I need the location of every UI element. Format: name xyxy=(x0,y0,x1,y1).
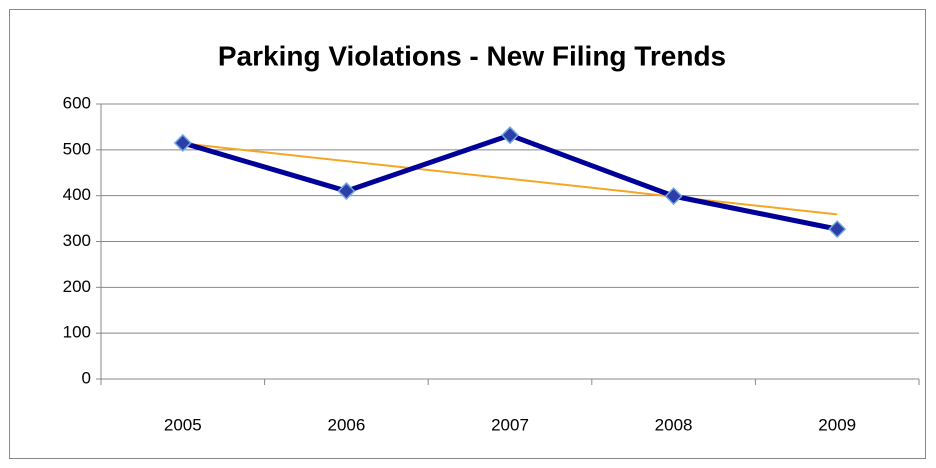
y-tick-label: 200 xyxy=(63,277,91,296)
trendline xyxy=(182,142,838,216)
marker xyxy=(337,182,356,201)
marker xyxy=(173,133,192,153)
y-tick-label: 100 xyxy=(63,323,91,342)
y-tick-label: 500 xyxy=(63,139,91,158)
marker xyxy=(500,126,520,145)
x-tick-label: 2009 xyxy=(818,415,856,434)
y-tick-label: 0 xyxy=(82,368,91,387)
y-tick-label: 300 xyxy=(63,231,91,250)
x-tick-label: 2005 xyxy=(164,415,202,434)
chart-border xyxy=(9,9,926,459)
y-tick-label: 600 xyxy=(63,93,91,112)
x-tick-label: 2008 xyxy=(655,415,693,434)
x-tick-label: 2006 xyxy=(327,415,365,434)
marker xyxy=(828,220,847,239)
y-tick-label: 400 xyxy=(63,185,91,204)
marker xyxy=(664,187,683,206)
x-tick-label: 2007 xyxy=(491,415,529,434)
chart-title: Parking Violations - New Filing Trends xyxy=(218,40,726,71)
